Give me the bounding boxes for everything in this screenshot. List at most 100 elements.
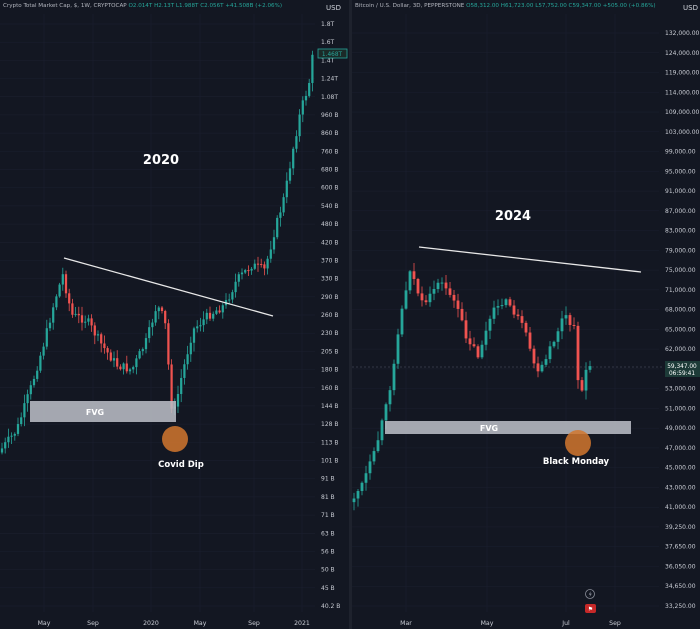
candle-body [380,420,384,441]
candle-body [221,305,224,313]
candle-body [536,363,540,372]
candle-body [52,307,55,323]
y-tick-label: 128 B [321,421,338,428]
candle-body [392,363,396,391]
candle-body [552,341,556,347]
candle-body [215,310,218,314]
candle-body [564,315,568,319]
right-fvg-zone [385,421,631,434]
candle-body [141,349,144,352]
candle-body [80,315,84,323]
candle-body [444,282,448,289]
x-tick-label: 2020 [143,620,159,627]
left-dip-label: Covid Dip [158,460,204,470]
candle-body [292,148,295,169]
candle-body [71,303,74,315]
flag-icon[interactable] [585,604,596,613]
candle-body [476,346,480,358]
y-tick-label: 1.08T [321,94,338,101]
x-tick-label: Jul [561,620,570,627]
candle-body [4,442,7,449]
candle-body [572,324,576,326]
y-tick-label: 65,000.00 [665,326,696,333]
candle-body [68,293,71,304]
right-symbol: Bitcoin / U.S. Dollar, 3D, PEPPERSTONE [355,3,465,9]
candle-body [109,352,112,361]
candle-body [151,322,154,328]
candle-body [32,378,36,386]
candle-body [528,332,532,349]
right-price-tag-text: 59,347.00 [667,364,697,370]
candle-body [253,263,256,269]
left-resistance-trendline [63,257,274,317]
x-tick-label: May [194,620,207,627]
left-covid-dip-marker [162,426,188,452]
right-chart-panel[interactable]: Bitcoin / U.S. Dollar, 3D, PEPPERSTONE O… [352,0,700,629]
y-tick-label: 480 B [321,221,338,228]
candle-body [228,299,231,301]
candle-body [516,314,520,317]
candle-body [272,237,276,250]
left-year-label: 2020 [143,153,179,168]
y-tick-label: 62,000.00 [665,346,696,353]
candle-body [167,323,170,365]
candle-body [10,435,13,437]
panel-divider[interactable] [349,0,352,629]
candle-body [13,433,16,436]
candle-body [250,268,253,271]
y-tick-label: 1.6T [321,39,335,46]
candle-body [524,322,528,333]
candle-body [500,305,504,307]
right-dip-label: Black Monday [543,457,610,467]
candle-body [504,299,508,306]
candle-body [199,325,202,327]
left-price-tag-text: 1.468T [322,52,343,58]
y-tick-label: 75,000.00 [665,267,696,274]
candle-body [157,307,160,312]
y-tick-label: 144 B [321,403,338,410]
y-tick-label: 960 B [321,112,338,119]
candle-body [138,351,141,359]
y-tick-label: 45 B [321,585,335,592]
y-tick-label: 87,000.00 [665,208,696,215]
left-currency-label[interactable]: USD [326,4,341,12]
candle-body [295,136,298,149]
right-ohlc: O58,312.00 H61,723.00 L57,752.00 C59,347… [466,3,656,9]
lightning-icon-glyph [588,591,592,598]
candle-body [285,180,288,198]
left-chart-panel[interactable]: Crypto Total Market Cap, $, 1W, CRYPTOCA… [0,0,349,629]
left-price-tag [317,48,348,59]
y-tick-label: 290 B [321,294,338,301]
y-tick-label: 81 B [321,494,335,501]
candle-body [568,315,572,325]
candle-body [556,331,560,342]
candle-body [256,263,260,265]
y-tick-label: 180 B [321,367,338,374]
candle-body [26,394,29,404]
right-currency-label[interactable]: USD [683,4,698,12]
candle-body [164,310,167,324]
candle-body [7,436,10,443]
candle-body [263,264,266,269]
candle-body [388,390,392,405]
y-tick-label: 600 B [321,185,338,192]
candle-body [276,217,279,238]
candle-body [42,346,45,356]
candle-body [384,404,388,421]
y-tick-label: 47,000.00 [665,445,696,452]
lightning-icon[interactable] [585,589,595,599]
y-tick-label: 91,000.00 [665,188,696,195]
right-fvg-label: FVG [480,424,498,433]
candle-body [23,403,26,418]
candle-body [512,305,516,315]
y-tick-label: 109,000.00 [665,109,700,116]
y-tick-label: 99,000.00 [665,149,696,156]
candle-body [424,300,428,303]
y-tick-label: 230 B [321,330,338,337]
candle-body [186,354,189,365]
candle-body [192,328,196,343]
candle-body [218,310,221,313]
candle-body [408,271,412,291]
y-tick-label: 53,000.00 [665,386,696,393]
candle-body [544,359,548,365]
